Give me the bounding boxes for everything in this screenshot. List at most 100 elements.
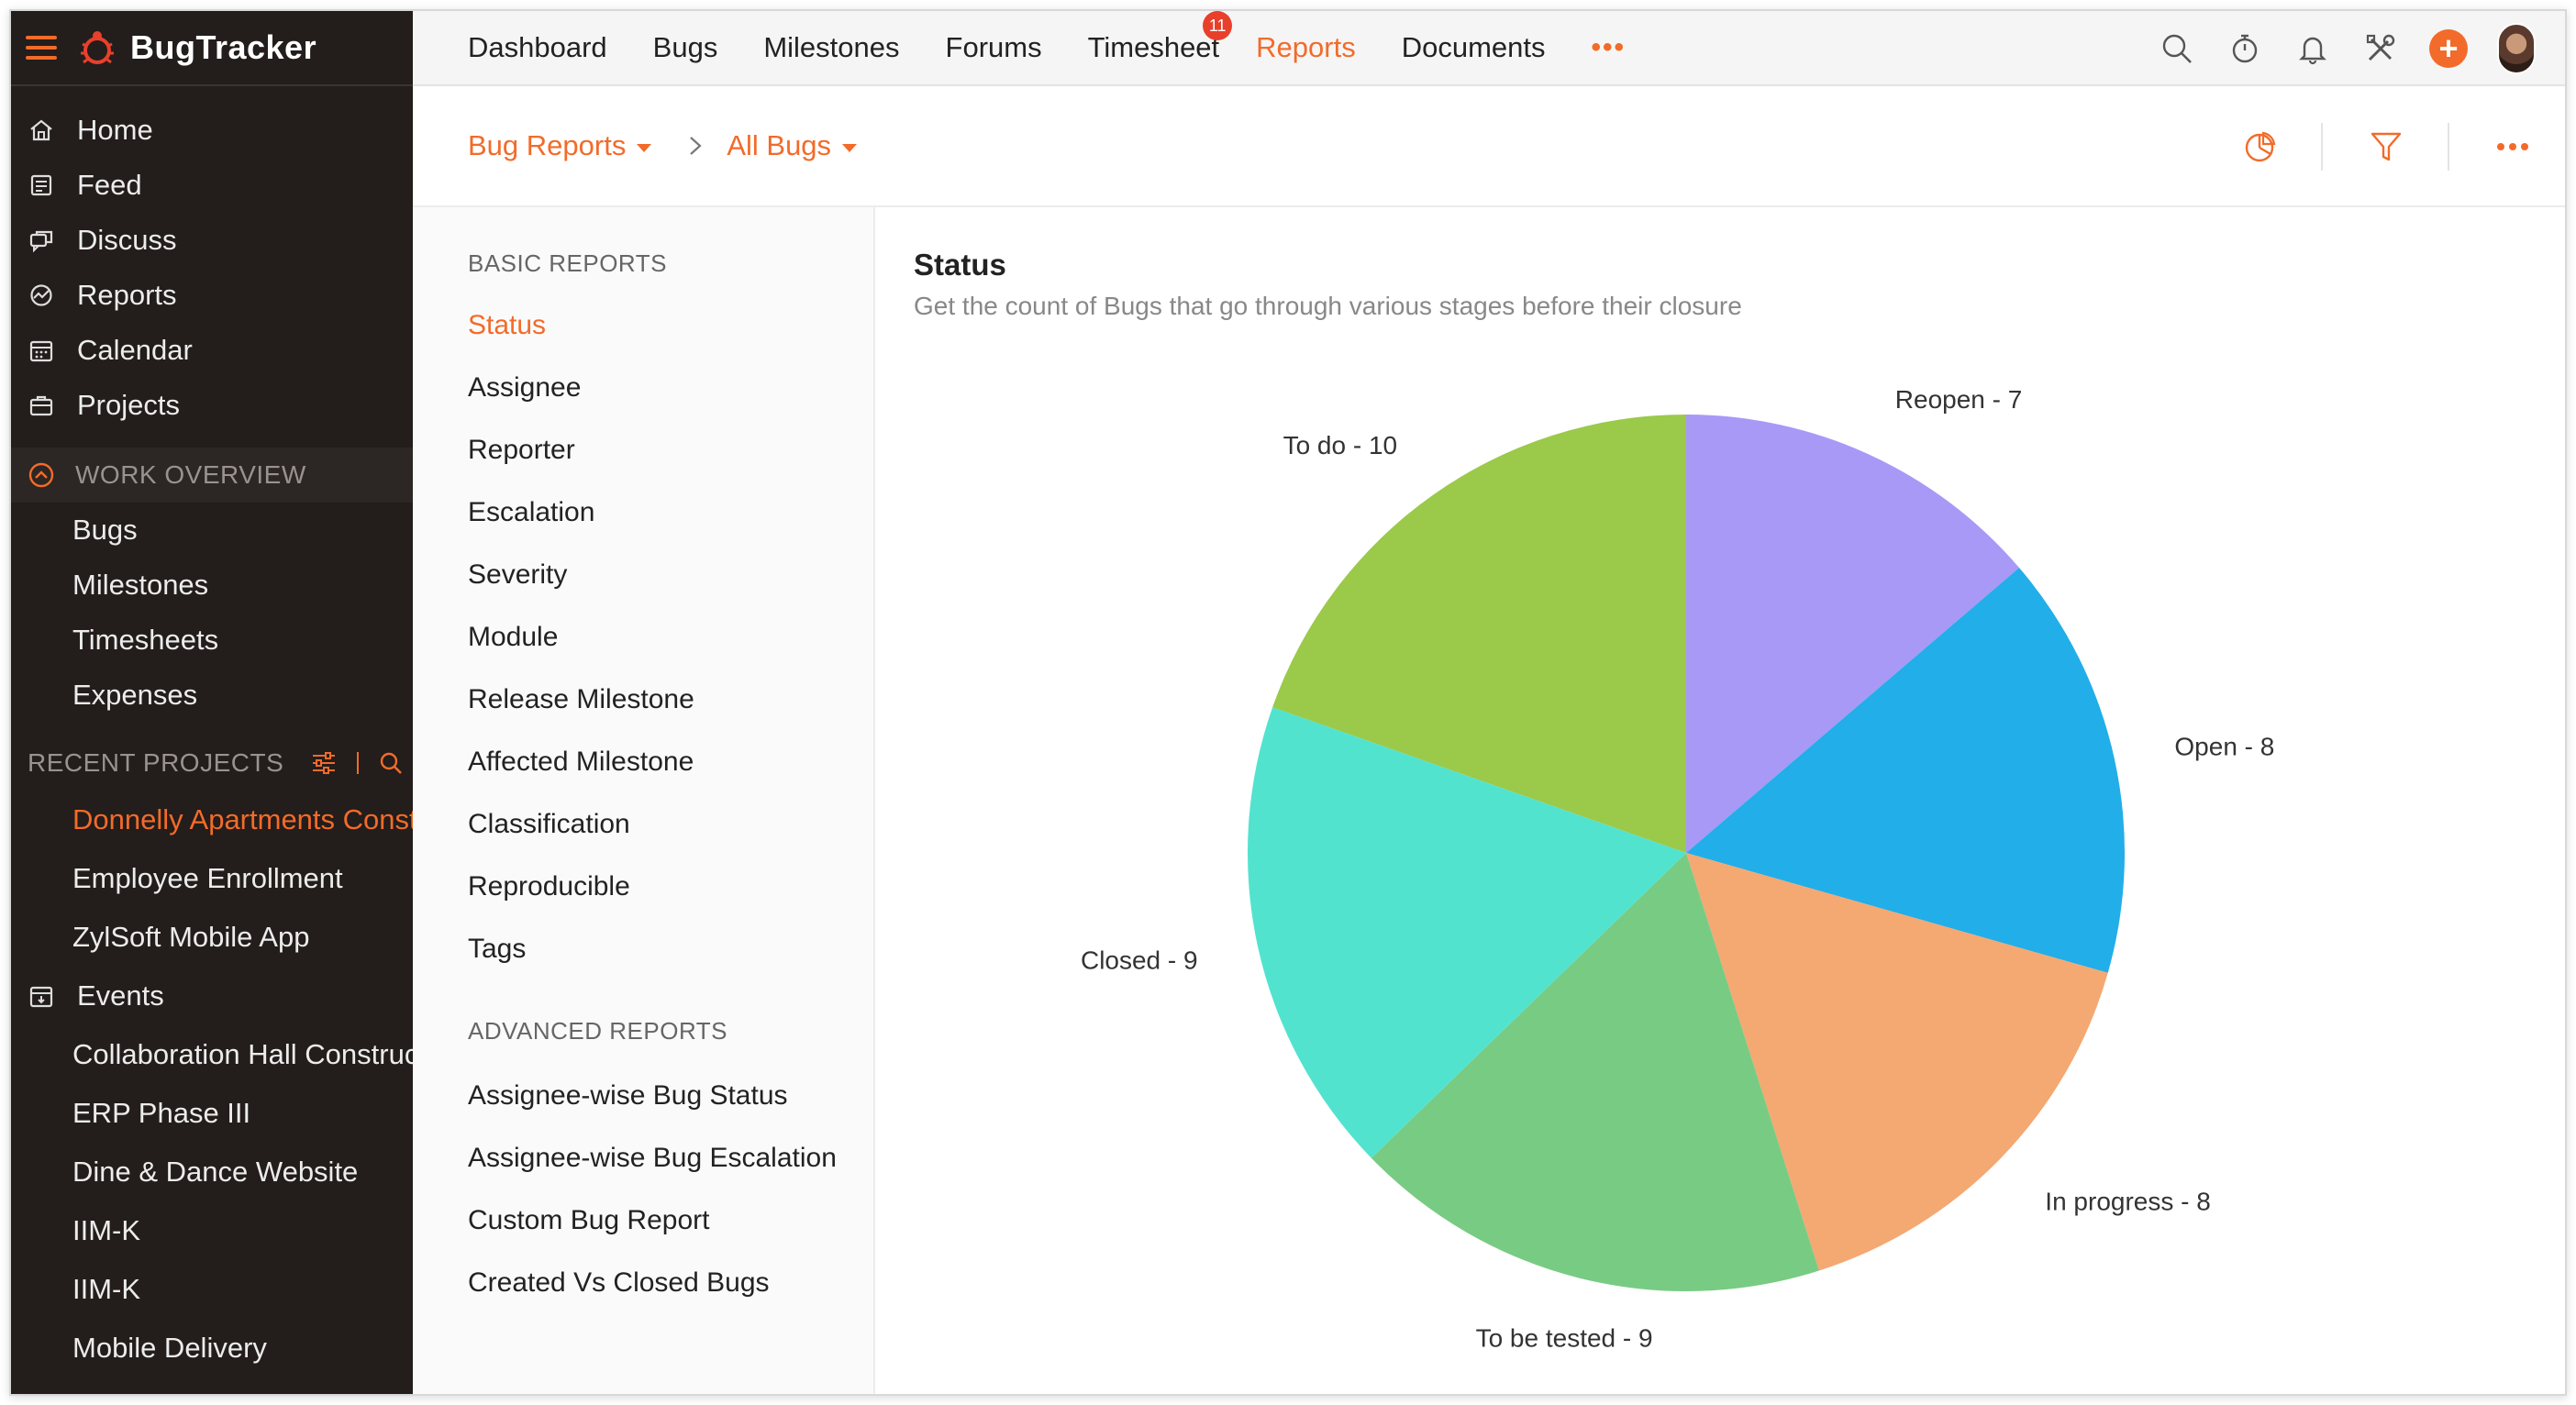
hamburger-menu-icon[interactable] — [26, 36, 57, 60]
status-pie-chart: Reopen - 7 Open - 8 In progress - 8 To be t… — [1081, 385, 2274, 1353]
chevron-right-icon — [684, 135, 706, 157]
pie-chart-icon[interactable] — [2240, 127, 2279, 166]
basic-reports-heading: BASIC REPORTS — [468, 249, 667, 277]
pie-label: In progress - 8 — [2045, 1187, 2211, 1215]
sidebar-item-timesheets[interactable]: Timesheets — [72, 624, 219, 656]
sidebar-item-label: Calendar — [77, 334, 193, 366]
notification-badge: 11 — [1203, 11, 1233, 40]
caret-down-icon — [842, 143, 858, 152]
search-icon[interactable] — [2158, 29, 2196, 68]
report-item-status[interactable]: Status — [468, 310, 547, 340]
report-item-created-vs-closed-bugs[interactable]: Created Vs Closed Bugs — [468, 1267, 770, 1298]
advanced-reports-heading: ADVANCED REPORTS — [468, 1017, 727, 1045]
event-project-item[interactable]: Mobile Delivery — [72, 1332, 267, 1364]
discuss-icon — [28, 227, 55, 254]
page-title: Status — [914, 248, 1006, 282]
sidebar: BugTracker Home Feed Discuss — [11, 11, 413, 1394]
tab-documents[interactable]: Documents — [1401, 31, 1546, 63]
recent-project-item[interactable]: Employee Enrollment — [72, 862, 343, 894]
page-subtitle: Get the count of Bugs that go through va… — [914, 292, 1742, 320]
pie-slice-in-progress[interactable] — [1686, 853, 2108, 1271]
event-project-item[interactable]: ERP Phase III — [72, 1097, 251, 1129]
user-avatar[interactable] — [2497, 23, 2536, 74]
tab-dashboard[interactable]: Dashboard — [468, 31, 607, 63]
timer-icon[interactable] — [2226, 29, 2264, 68]
pie-slice-to-do[interactable] — [1272, 415, 1686, 853]
sidebar-item-reports[interactable]: Reports — [11, 268, 413, 323]
projects-icon — [28, 392, 55, 419]
report-item-assignee[interactable]: Assignee — [468, 372, 582, 403]
tools-icon[interactable] — [2361, 29, 2400, 68]
more-tabs-button[interactable]: ••• — [1591, 32, 1627, 62]
search-icon[interactable] — [379, 751, 403, 775]
sidebar-item-calendar[interactable]: Calendar — [11, 323, 413, 378]
sidebar-primary-nav: Home Feed Discuss Reports — [11, 86, 413, 433]
tab-forums[interactable]: Forums — [945, 31, 1042, 63]
sidebar-item-projects[interactable]: Projects — [11, 378, 413, 433]
home-icon — [28, 116, 55, 144]
toolbar-divider — [2321, 123, 2323, 171]
recent-project-item[interactable]: Donnelly Apartments Construction — [72, 803, 413, 835]
recent-project-item[interactable]: ZylSoft Mobile App — [72, 921, 310, 953]
more-options-icon[interactable] — [2493, 127, 2532, 166]
top-navigation: Dashboard Bugs Milestones Forums Timeshe… — [413, 11, 2565, 86]
report-item-reporter[interactable]: Reporter — [468, 435, 575, 465]
brand-bar: BugTracker — [11, 11, 413, 86]
filter-icon[interactable] — [2367, 127, 2405, 166]
pie-label: To do - 10 — [1283, 431, 1398, 459]
report-item-severity[interactable]: Severity — [468, 559, 568, 590]
chevron-up-circle-icon — [28, 461, 55, 489]
report-item-affected-milestone[interactable]: Affected Milestone — [468, 747, 694, 777]
sidebar-item-events[interactable]: Events — [11, 967, 413, 1025]
recent-projects-heading: RECENT PROJECTS — [11, 736, 413, 791]
app-window: BugTracker Home Feed Discuss — [9, 9, 2567, 1396]
plus-icon: + — [2429, 29, 2468, 68]
report-item-module[interactable]: Module — [468, 622, 559, 652]
sidebar-item-expenses[interactable]: Expenses — [72, 679, 198, 711]
tab-milestones[interactable]: Milestones — [763, 31, 900, 63]
pie-slice-open[interactable] — [1686, 568, 2125, 973]
pie-label: Closed - 9 — [1081, 946, 1198, 975]
filter-settings-icon[interactable] — [311, 751, 337, 775]
event-project-item[interactable]: Collaboration Hall Construction — [72, 1038, 413, 1070]
sidebar-item-discuss[interactable]: Discuss — [11, 213, 413, 268]
sidebar-item-label: Discuss — [77, 224, 177, 256]
sidebar-item-label: Home — [77, 114, 153, 146]
sidebar-item-label: Projects — [77, 389, 180, 421]
avatar — [2497, 23, 2536, 74]
bug-logo-icon — [81, 31, 114, 64]
sidebar-item-bugs[interactable]: Bugs — [72, 514, 138, 546]
event-project-item[interactable]: IIM-K — [72, 1214, 141, 1246]
tab-reports[interactable]: Reports — [1256, 31, 1356, 63]
report-item-assignee-wise-bug-escalation[interactable]: Assignee-wise Bug Escalation — [468, 1143, 837, 1173]
bell-icon[interactable] — [2293, 29, 2332, 68]
report-toolbar — [2196, 86, 2532, 207]
report-item-escalation[interactable]: Escalation — [468, 497, 595, 527]
report-item-classification[interactable]: Classification — [468, 809, 630, 839]
report-item-custom-bug-report[interactable]: Custom Bug Report — [468, 1205, 710, 1235]
add-new-button[interactable]: + — [2429, 29, 2468, 68]
pie-label: Open - 8 — [2174, 732, 2274, 760]
breadcrumb-bug-reports[interactable]: Bug Reports — [468, 129, 652, 162]
report-item-reproducible[interactable]: Reproducible — [468, 871, 630, 902]
tab-timesheet[interactable]: Timesheet 11 — [1088, 11, 1233, 64]
pie-slice-closed[interactable] — [1247, 707, 1686, 1158]
event-project-item[interactable]: Dine & Dance Website — [72, 1156, 359, 1188]
report-item-tags[interactable]: Tags — [468, 934, 527, 964]
tab-bugs[interactable]: Bugs — [652, 31, 718, 63]
work-overview-heading[interactable]: WORK OVERVIEW — [11, 448, 413, 503]
event-project-item[interactable]: IIM-K — [72, 1273, 141, 1305]
sidebar-item-feed[interactable]: Feed — [11, 158, 413, 213]
calendar-icon — [28, 337, 55, 364]
pie-slice-reopen[interactable] — [1686, 415, 2019, 853]
sidebar-item-milestones[interactable]: Milestones — [72, 569, 209, 601]
pie-slice-to-be-tested[interactable] — [1371, 853, 1819, 1292]
report-item-release-milestone[interactable]: Release Milestone — [468, 684, 694, 714]
feed-icon — [28, 171, 55, 199]
report-content: Reopen - 7 Open - 8 In progress - 8 To be t… — [877, 207, 2565, 1394]
breadcrumb-all-bugs[interactable]: All Bugs — [727, 129, 858, 162]
sidebar-item-home[interactable]: Home — [11, 103, 413, 158]
reports-list: BASIC REPORTS Status Assignee Reporter Esca… — [413, 207, 875, 1394]
pie-label: Reopen - 7 — [1895, 385, 2023, 414]
report-item-assignee-wise-bug-status[interactable]: Assignee-wise Bug Status — [468, 1080, 788, 1111]
